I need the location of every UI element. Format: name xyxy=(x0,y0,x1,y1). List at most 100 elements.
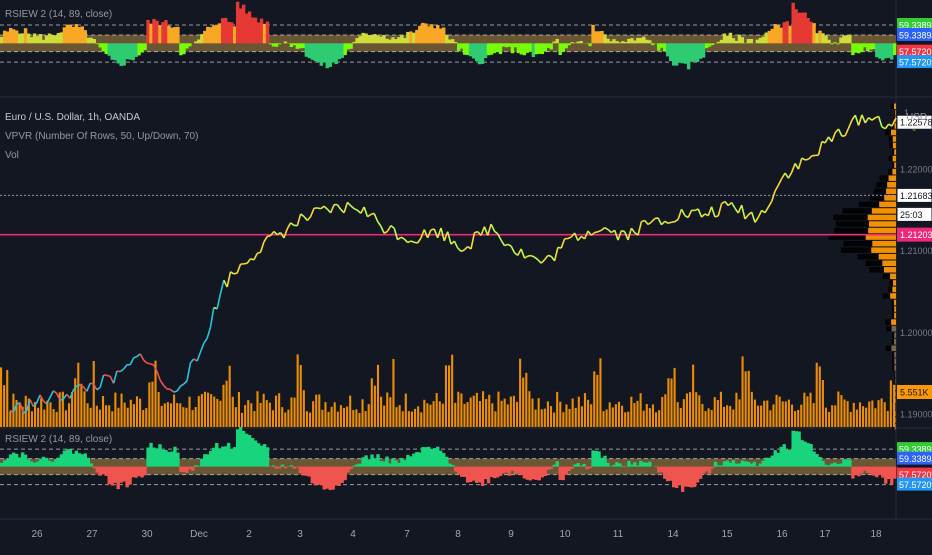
indicator-area-segment xyxy=(711,467,714,469)
indicator-area-segment xyxy=(227,22,230,44)
indicator-area-segment xyxy=(42,457,45,467)
indicator-area-segment xyxy=(81,26,84,43)
indicator-area-segment xyxy=(765,33,768,44)
indicator-area-segment xyxy=(585,467,588,470)
indicator-area-segment xyxy=(887,467,890,479)
price-segment xyxy=(601,228,604,231)
indicator-area-segment xyxy=(609,41,612,43)
volume-bar xyxy=(735,393,737,427)
indicator-area-segment xyxy=(842,36,845,44)
volume-bar xyxy=(837,392,839,428)
volume-bar xyxy=(868,402,870,427)
indicator-area-segment xyxy=(720,465,723,466)
volume-bar xyxy=(93,361,95,427)
volume-bar xyxy=(49,402,51,427)
price-segment xyxy=(90,383,93,384)
indicator-area-segment xyxy=(278,467,281,469)
volume-bar xyxy=(43,410,45,427)
indicator-area-segment xyxy=(200,459,203,467)
volume-bar xyxy=(596,375,598,427)
indicator-area-segment xyxy=(370,35,373,43)
indicator-area-segment xyxy=(690,43,693,62)
indicator-area-segment xyxy=(538,43,541,54)
price-segment xyxy=(227,272,230,287)
volume-bar xyxy=(389,397,391,427)
indicator-area-segment xyxy=(556,39,559,43)
price-segment xyxy=(204,338,207,343)
indicator-area-segment xyxy=(517,43,520,53)
indicator-area-segment xyxy=(48,34,51,44)
indicator-area-segment xyxy=(618,42,621,43)
price-segment xyxy=(30,400,33,407)
bottom-indicator-title[interactable]: RSIEW 2 (14, 89, close) xyxy=(5,434,112,445)
volume-profile-bar xyxy=(894,365,896,371)
price-segment xyxy=(461,250,464,251)
volume-label[interactable]: Vol xyxy=(5,150,19,161)
price-segment xyxy=(50,391,53,398)
volume-bar xyxy=(414,409,416,427)
volume-bar xyxy=(535,410,537,427)
volume-bar xyxy=(133,404,135,427)
volume-bar xyxy=(361,399,363,427)
volume-bar xyxy=(491,403,493,427)
volume-bar xyxy=(473,396,475,427)
price-segment xyxy=(865,118,868,123)
volume-bar xyxy=(226,381,228,427)
volume-bar xyxy=(698,395,700,427)
vpvr-label[interactable]: VPVR (Number Of Rows, 50, Up/Down, 70) xyxy=(5,131,198,142)
volume-bar xyxy=(423,400,425,427)
indicator-area-segment xyxy=(869,467,872,474)
indicator-area-segment xyxy=(541,467,544,478)
y-tick-label: 1.19000 xyxy=(900,410,932,420)
volume-bar xyxy=(680,408,682,427)
volume-bar xyxy=(738,399,740,427)
volume-bar xyxy=(572,399,574,427)
indicator-area-segment xyxy=(615,462,618,466)
indicator-area-segment xyxy=(887,43,890,58)
price-segment xyxy=(120,369,123,371)
price-segment xyxy=(504,244,507,245)
volume-bar xyxy=(751,392,753,427)
indicator-area-segment xyxy=(215,25,218,44)
indicator-area-segment xyxy=(487,467,490,484)
top-indicator-title[interactable]: RSIEW 2 (14, 89, close) xyxy=(5,9,112,20)
indicator-area-segment xyxy=(600,31,603,43)
volume-bar xyxy=(56,412,58,427)
volume-profile-bar xyxy=(879,202,896,208)
indicator-area-segment xyxy=(666,43,669,56)
price-segment xyxy=(819,142,822,156)
indicator-area-segment xyxy=(669,467,672,481)
volume-bar xyxy=(494,411,496,427)
indicator-area-segment xyxy=(182,43,185,54)
indicator-area-segment xyxy=(108,43,111,55)
price-segment xyxy=(508,244,511,246)
price-segment xyxy=(97,387,100,390)
volume-bar xyxy=(87,403,89,427)
price-segment xyxy=(845,128,848,135)
volume-bar xyxy=(176,403,178,427)
indicator-area-segment xyxy=(96,43,99,44)
price-segment xyxy=(798,158,801,169)
indicator-area-segment xyxy=(878,467,881,476)
volume-bar xyxy=(161,406,163,427)
price-segment xyxy=(438,228,441,238)
indicator-area-segment xyxy=(152,19,155,43)
price-segment xyxy=(317,208,320,209)
indicator-area-segment xyxy=(827,40,830,44)
indicator-area-segment xyxy=(218,448,221,466)
indicator-area-segment xyxy=(18,34,21,44)
volume-bar xyxy=(859,402,861,427)
indicator-area-segment xyxy=(606,39,609,44)
indicator-area-segment xyxy=(290,465,293,466)
volume-bar xyxy=(139,399,141,427)
volume-bar xyxy=(847,401,849,427)
indicator-area-segment xyxy=(329,43,332,67)
volume-bar xyxy=(377,365,379,427)
volume-bar xyxy=(828,412,830,427)
volume-bar xyxy=(349,396,351,427)
volume-bar xyxy=(306,411,308,427)
x-tick-label: 27 xyxy=(86,529,98,540)
main-chart-title[interactable]: Euro / U.S. Dollar, 1h, OANDA xyxy=(5,112,140,123)
volume-bar xyxy=(19,404,21,427)
